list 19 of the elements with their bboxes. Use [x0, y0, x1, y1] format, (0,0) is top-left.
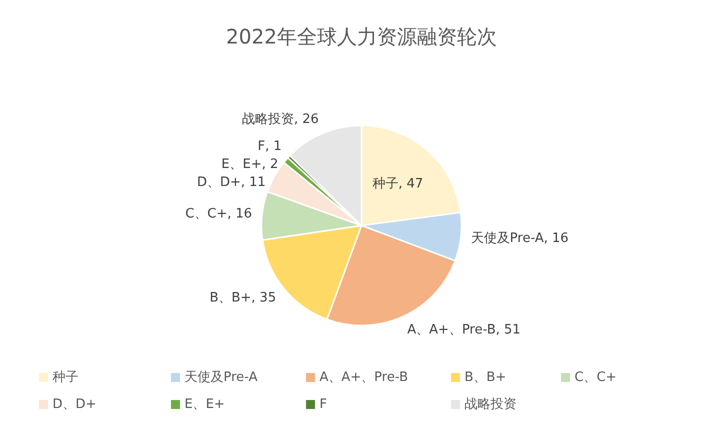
- legend-label: F: [320, 397, 327, 412]
- legend-label: D、D+: [52, 397, 96, 412]
- legend-label: E、E+: [184, 397, 225, 412]
- data-label: B、B+, 35: [210, 290, 276, 306]
- data-label: 种子, 47: [372, 176, 424, 192]
- legend-label: B、B+: [464, 370, 506, 385]
- data-label: A、A+、Pre-B, 51: [407, 322, 521, 338]
- data-label: 战略投资, 26: [242, 112, 319, 128]
- legend-label: 战略投资: [464, 397, 516, 412]
- chart-title: 2022年全球人力资源融资轮次: [226, 24, 497, 48]
- legend-label: A、A+、Pre-B: [320, 370, 408, 385]
- legend-label: C、C+: [574, 370, 617, 385]
- data-label: E、E+, 2: [221, 156, 278, 172]
- data-label: F, 1: [258, 138, 282, 154]
- legend-label: 种子: [52, 370, 78, 385]
- legend-label: 天使及Pre-A: [184, 370, 258, 385]
- data-label: C、C+, 16: [185, 206, 252, 222]
- data-label: D、D+, 11: [196, 174, 266, 190]
- data-label: 天使及Pre-A, 16: [470, 231, 569, 246]
